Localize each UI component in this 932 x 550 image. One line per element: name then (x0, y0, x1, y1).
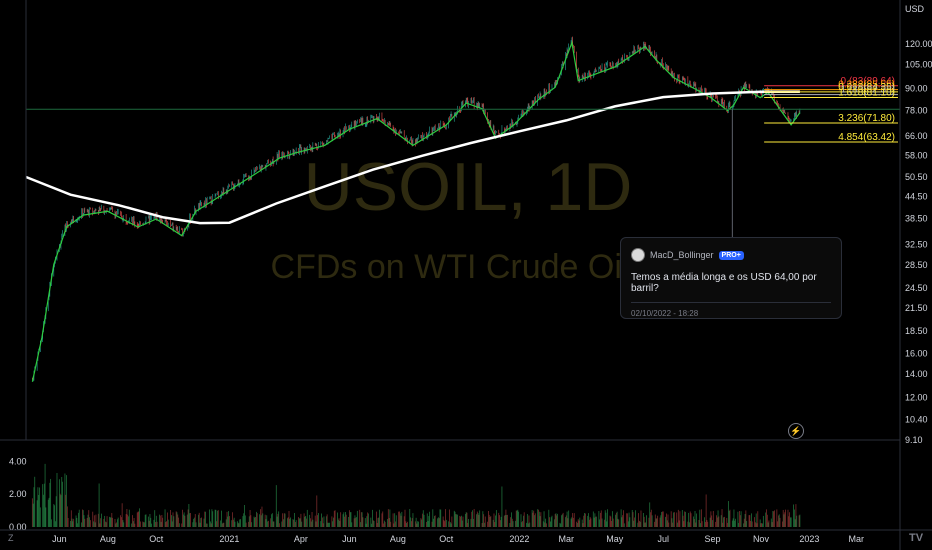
fib-level-label: 0.382(85.55) (838, 80, 895, 91)
volume-tick-label: 4.00 (9, 456, 27, 466)
price-tick-label: 9.10 (905, 435, 923, 445)
comment-username[interactable]: MacD_Bollinger (650, 250, 714, 260)
price-tick-label: 90.00 (905, 83, 928, 93)
pro-plus-badge: PRO+ (718, 250, 744, 260)
price-tick-label: 44.50 (905, 191, 928, 201)
time-tick-label: 2021 (219, 534, 239, 544)
time-tick-label: Mar (559, 534, 575, 544)
time-tick-label: Jun (52, 534, 67, 544)
lightning-icon[interactable]: ⚡ (788, 423, 804, 439)
time-tick-label: Oct (439, 534, 454, 544)
tradingview-logo: TV (909, 532, 924, 544)
comment-header: MacD_Bollinger PRO+ (631, 247, 831, 263)
long-ma-line (25, 90, 800, 225)
fib-level-label: 4.854(63.42) (838, 132, 895, 143)
time-tick-label: Jul (657, 534, 669, 544)
currency-label: USD (905, 4, 925, 14)
fib-level-label: 3.236(71.80) (838, 113, 895, 124)
price-tick-label: 12.00 (905, 393, 928, 403)
price-tick-label: 105.00 (905, 60, 932, 70)
price-tick-label: 78.00 (905, 105, 928, 115)
watermark-symbol: USOIL, 1D (304, 149, 633, 225)
time-tick-label: Sep (704, 534, 720, 544)
fib-level-label: 1.(83(82.38) (841, 85, 895, 96)
fib-level-label: 1.618(81.10) (838, 87, 895, 98)
time-tick-label: May (606, 534, 624, 544)
price-tick-label: 50.50 (905, 172, 928, 182)
time-tick-label: 2023 (799, 534, 819, 544)
price-tick-label: 28.50 (905, 260, 928, 270)
watermark-description: CFDs on WTI Crude Oil (271, 248, 630, 286)
time-tick-label: Jun (342, 534, 357, 544)
time-tick-label: Nov (753, 534, 770, 544)
volume-pane: 4.00 2.00 0.00 (9, 456, 801, 532)
time-tick-label: Aug (390, 534, 406, 544)
time-tick-label: 2022 (509, 534, 529, 544)
time-tick-label: Apr (294, 534, 308, 544)
volume-tick-label: 2.00 (9, 489, 27, 499)
fibonacci-extension-tool[interactable]: 0.(83(89.64)0.382(85.55)0.618(84.35)1.(8… (764, 76, 898, 143)
comment-timestamp: 02/10/2022 - 18:28 (631, 309, 699, 318)
time-tick-label: Mar (849, 534, 865, 544)
price-tick-label: 32.50 (905, 240, 928, 250)
price-tick-label: 120.00 (905, 39, 932, 49)
idea-comment-card[interactable]: MacD_Bollinger PRO+ Temos a média longa … (620, 237, 842, 319)
price-tick-label: 58.00 (905, 151, 928, 161)
fib-level-label: 0.618(84.35) (838, 82, 895, 93)
zoom-button[interactable]: Z (8, 533, 14, 543)
price-tick-label: 14.00 (905, 369, 928, 379)
volume-tick-label: 0.00 (9, 522, 27, 532)
user-avatar-icon[interactable] (631, 248, 645, 262)
price-tick-label: 16.00 (905, 348, 928, 358)
price-tick-label: 10.40 (905, 415, 928, 425)
time-tick-label: Oct (149, 534, 164, 544)
price-tick-label: 24.50 (905, 283, 928, 293)
fib-level-label: 0.(83(89.64) (841, 76, 895, 87)
price-tick-label: 66.00 (905, 131, 928, 141)
comment-divider (631, 302, 831, 303)
price-tick-label: 38.50 (905, 214, 928, 224)
comment-text: Temos a média longa e os USD 64,00 por b… (631, 272, 817, 294)
time-tick-label: Aug (100, 534, 116, 544)
price-tick-label: 21.50 (905, 303, 928, 313)
long-moving-average (25, 0, 900, 440)
price-tick-label: 18.50 (905, 326, 928, 336)
